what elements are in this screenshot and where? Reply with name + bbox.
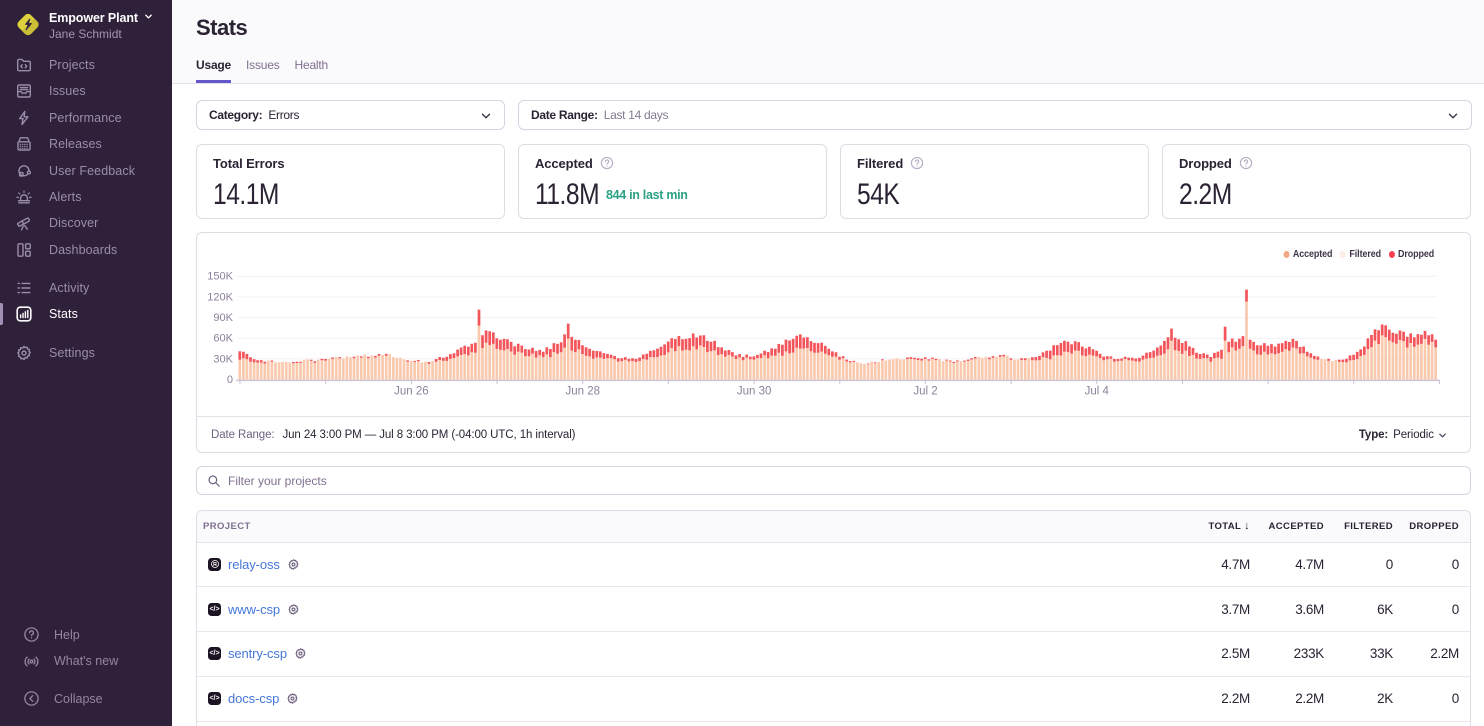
svg-text:Jul 4: Jul 4 [1085, 386, 1110, 398]
svg-text:0: 0 [227, 374, 233, 386]
svg-text:60K: 60K [213, 333, 233, 345]
svg-text:150K: 150K [207, 271, 233, 283]
svg-text:Jul 2: Jul 2 [913, 386, 937, 398]
svg-text:30K: 30K [213, 353, 233, 365]
svg-text:120K: 120K [207, 291, 233, 303]
svg-text:Jun 28: Jun 28 [566, 386, 601, 398]
svg-text:Jun 30: Jun 30 [737, 386, 772, 398]
svg-text:Jun 26: Jun 26 [394, 386, 429, 398]
svg-text:90K: 90K [213, 312, 233, 324]
